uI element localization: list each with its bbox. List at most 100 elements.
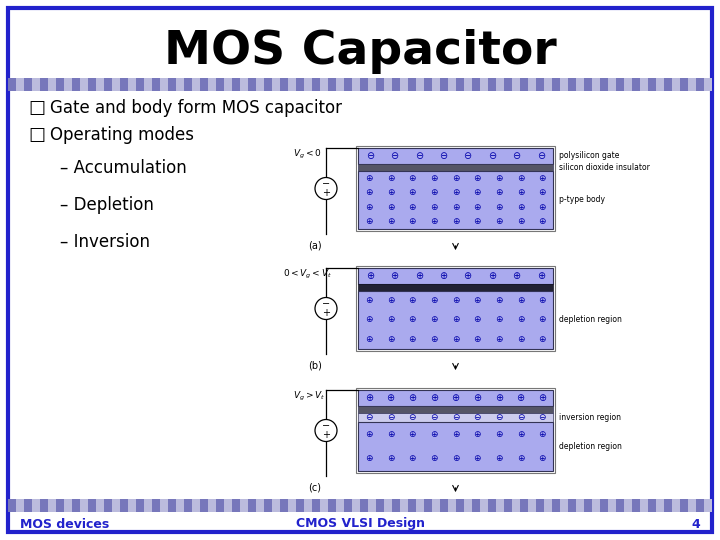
Bar <box>584 78 592 91</box>
Bar <box>688 78 696 91</box>
Bar <box>456 499 464 512</box>
Bar <box>272 78 280 91</box>
Bar <box>704 78 712 91</box>
Bar <box>176 499 184 512</box>
Text: ⊕: ⊕ <box>474 335 481 344</box>
Text: +: + <box>322 187 330 198</box>
Bar <box>232 78 240 91</box>
Bar <box>72 78 80 91</box>
Bar <box>640 499 648 512</box>
Text: ⊕: ⊕ <box>430 430 438 438</box>
Bar <box>358 291 553 349</box>
Text: ⊕: ⊕ <box>366 271 374 281</box>
Text: ⊕: ⊕ <box>495 454 503 463</box>
Text: ⊕: ⊕ <box>474 296 481 305</box>
Bar <box>358 406 553 413</box>
Text: ⊕: ⊕ <box>408 454 416 463</box>
Bar <box>408 78 416 91</box>
Text: ⊕: ⊕ <box>430 454 438 463</box>
Text: ⊕: ⊕ <box>387 454 395 463</box>
Text: ⊕: ⊕ <box>488 271 496 281</box>
Bar <box>288 499 296 512</box>
Text: CMOS VLSI Design: CMOS VLSI Design <box>295 517 425 530</box>
Bar <box>504 499 512 512</box>
Bar <box>64 78 72 91</box>
Bar <box>72 499 80 512</box>
Bar <box>488 78 496 91</box>
Bar <box>264 78 272 91</box>
Bar <box>552 499 560 512</box>
Bar <box>296 499 304 512</box>
Bar <box>680 499 688 512</box>
Bar <box>624 78 632 91</box>
Bar <box>280 78 288 91</box>
Bar <box>32 78 40 91</box>
Text: ⊕: ⊕ <box>408 174 416 183</box>
Text: ⊕: ⊕ <box>539 174 546 183</box>
Bar <box>200 78 208 91</box>
Text: ⊕: ⊕ <box>408 296 416 305</box>
Bar <box>344 78 352 91</box>
Text: ⊕: ⊕ <box>408 217 416 226</box>
Text: ⊕: ⊕ <box>474 202 481 212</box>
Bar <box>40 499 48 512</box>
Bar <box>528 78 536 91</box>
Bar <box>664 499 672 512</box>
Text: ⊕: ⊕ <box>387 315 395 325</box>
Text: (b): (b) <box>308 360 322 370</box>
Text: Gate and body form MOS capacitor: Gate and body form MOS capacitor <box>50 99 342 117</box>
Text: ⊕: ⊕ <box>451 315 459 325</box>
Text: ⊕: ⊕ <box>451 188 459 197</box>
Bar <box>296 78 304 91</box>
Text: ⊖: ⊖ <box>365 413 372 422</box>
Bar <box>224 78 232 91</box>
Text: ⊕: ⊕ <box>365 430 372 438</box>
Bar <box>608 78 616 91</box>
Bar <box>48 499 56 512</box>
Circle shape <box>315 420 337 442</box>
Bar <box>536 78 544 91</box>
Bar <box>520 499 528 512</box>
Text: depletion region: depletion region <box>559 315 622 325</box>
Text: ⊕: ⊕ <box>517 335 524 344</box>
Bar <box>384 78 392 91</box>
Text: ⊕: ⊕ <box>539 335 546 344</box>
Text: ⊕: ⊕ <box>408 430 416 438</box>
Bar <box>256 499 264 512</box>
Text: ⊕: ⊕ <box>365 188 372 197</box>
Bar <box>240 499 248 512</box>
Bar <box>304 499 312 512</box>
Bar <box>358 148 553 164</box>
Bar <box>672 499 680 512</box>
Text: ⊖: ⊖ <box>488 151 496 161</box>
Text: ⊖: ⊖ <box>387 413 395 422</box>
Bar <box>358 164 553 171</box>
Bar <box>376 78 384 91</box>
Bar <box>232 499 240 512</box>
Bar <box>608 499 616 512</box>
Bar <box>360 499 368 512</box>
Bar <box>176 78 184 91</box>
Bar <box>368 78 376 91</box>
Bar <box>464 78 472 91</box>
Bar <box>328 78 336 91</box>
Text: ⊕: ⊕ <box>408 202 416 212</box>
Bar <box>496 78 504 91</box>
Bar <box>344 499 352 512</box>
Bar <box>312 78 320 91</box>
Bar <box>576 499 584 512</box>
Text: inversion region: inversion region <box>559 413 621 422</box>
Text: ⊕: ⊕ <box>495 202 503 212</box>
Bar <box>304 78 312 91</box>
Bar <box>192 499 200 512</box>
Bar <box>424 78 432 91</box>
Bar <box>416 499 424 512</box>
Bar <box>440 78 448 91</box>
Text: ⊖: ⊖ <box>408 413 416 422</box>
Text: 4: 4 <box>691 517 700 530</box>
Bar <box>32 499 40 512</box>
Bar <box>208 78 216 91</box>
Text: ⊕: ⊕ <box>495 188 503 197</box>
Text: +: + <box>322 307 330 318</box>
Text: ⊕: ⊕ <box>474 430 481 438</box>
